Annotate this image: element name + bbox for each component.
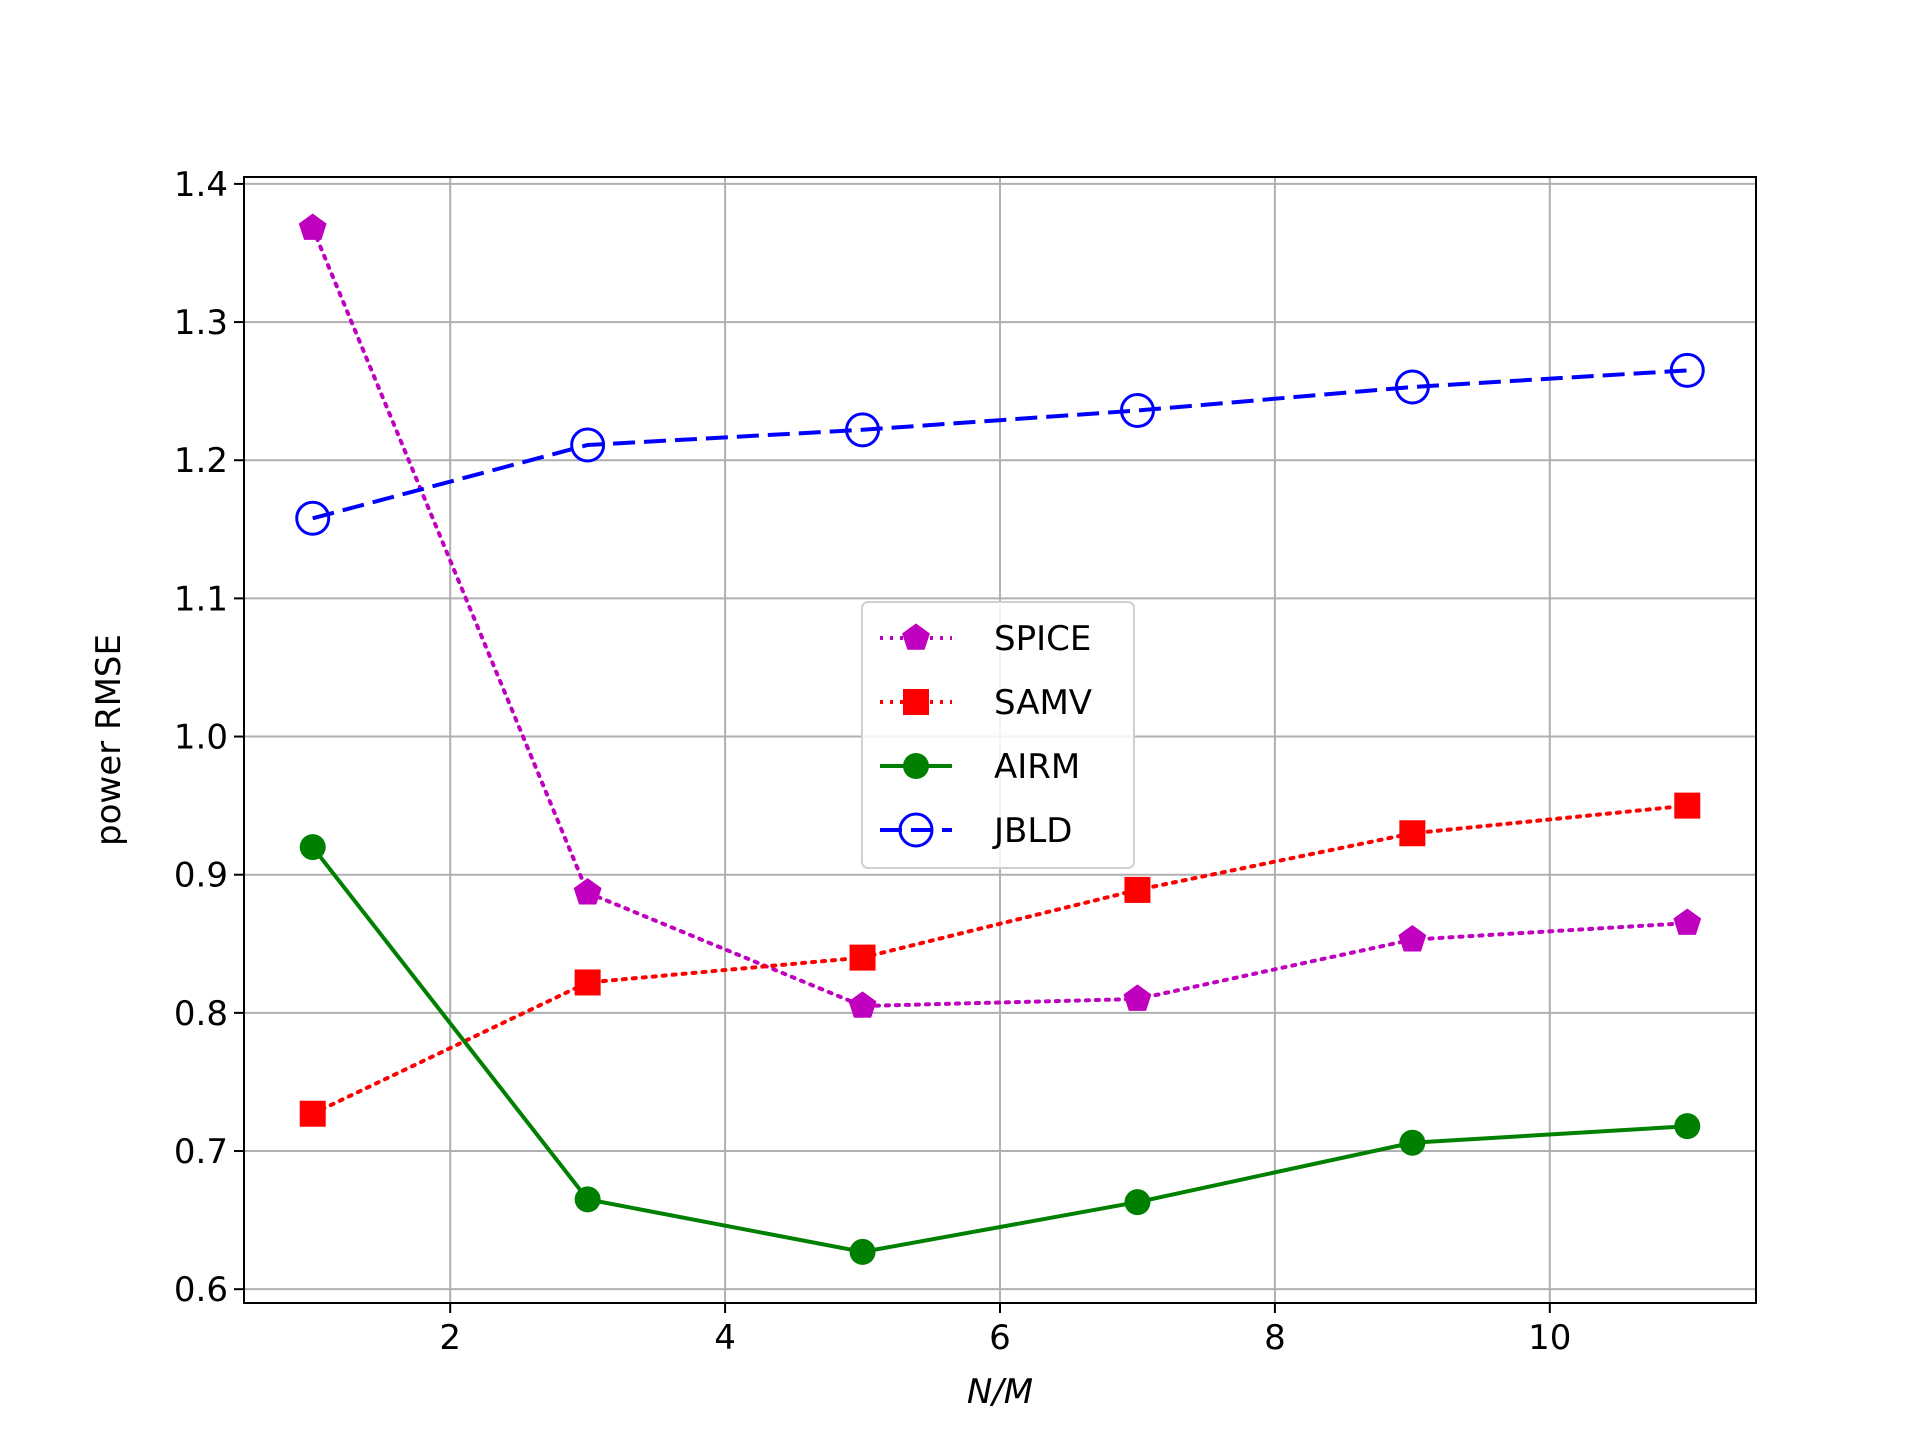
data-point-spice bbox=[1673, 908, 1702, 935]
y-tick-label: 1.0 bbox=[174, 718, 228, 758]
x-tick-label: 8 bbox=[1264, 1318, 1286, 1358]
legend-marker-samv bbox=[903, 689, 929, 715]
data-point-airm bbox=[1674, 1113, 1701, 1140]
series-spice bbox=[298, 213, 1702, 1018]
data-point-samv bbox=[574, 969, 601, 996]
data-point-jbld bbox=[1669, 352, 1705, 388]
x-axis-label: N/M bbox=[967, 1372, 1033, 1412]
data-point-spice bbox=[573, 878, 602, 905]
legend-marker-jbld bbox=[898, 812, 934, 848]
data-point-airm bbox=[574, 1186, 601, 1213]
data-point-spice bbox=[848, 991, 877, 1018]
x-tick-label: 4 bbox=[714, 1318, 736, 1358]
legend-label-samv: SAMV bbox=[994, 683, 1092, 723]
y-tick-label: 0.6 bbox=[174, 1270, 228, 1310]
y-tick-label: 0.7 bbox=[174, 1132, 228, 1172]
ticks: 2 4 6 8 10 0.6 0.7 0.8 0.9 1.0 1.1 1.2 1.3 1.4 bbox=[174, 165, 1572, 1358]
data-point-jbld bbox=[1119, 392, 1155, 428]
data-point-samv bbox=[299, 1100, 326, 1127]
data-point-spice bbox=[298, 213, 327, 240]
legend-marker-airm bbox=[903, 753, 929, 779]
series-line-jbld bbox=[312, 368, 1688, 521]
legend-label-jbld: JBLD bbox=[992, 811, 1072, 851]
series-line-spice bbox=[310, 226, 1690, 1009]
data-point-spice bbox=[1123, 984, 1152, 1011]
legend: SPICE SAMV AIRM JBLD bbox=[861, 601, 1135, 869]
legend-entry-jbld: JBLD bbox=[880, 811, 1072, 851]
series-line-airm bbox=[311, 845, 1688, 1254]
data-point-airm bbox=[1124, 1189, 1151, 1216]
data-point-airm bbox=[849, 1238, 876, 1265]
y-tick-label: 1.2 bbox=[174, 441, 228, 481]
series-samv bbox=[299, 792, 1701, 1127]
x-tick-label: 10 bbox=[1528, 1318, 1571, 1358]
data-point-airm bbox=[1399, 1129, 1426, 1156]
legend-marker-spice bbox=[902, 623, 930, 650]
legend-entry-spice: SPICE bbox=[880, 619, 1091, 659]
legend-entry-airm: AIRM bbox=[880, 747, 1080, 787]
data-point-samv bbox=[849, 944, 876, 971]
data-point-samv bbox=[1399, 820, 1426, 847]
data-point-jbld bbox=[570, 427, 606, 463]
x-tick-label: 2 bbox=[439, 1318, 461, 1358]
series-airm bbox=[299, 834, 1701, 1265]
data-point-samv bbox=[1674, 792, 1701, 819]
legend-box bbox=[861, 601, 1135, 869]
x-tick-label: 6 bbox=[989, 1318, 1011, 1358]
series-layer bbox=[295, 213, 1705, 1265]
y-tick-label: 1.3 bbox=[174, 303, 228, 343]
y-tick-label: 1.1 bbox=[174, 579, 228, 619]
y-tick-label: 0.9 bbox=[174, 856, 228, 896]
legend-entry-samv: SAMV bbox=[880, 683, 1092, 723]
data-point-airm bbox=[299, 834, 326, 861]
y-tick-label: 0.8 bbox=[174, 994, 228, 1034]
series-line-samv bbox=[310, 803, 1690, 1116]
data-point-jbld bbox=[845, 412, 881, 448]
legend-label-airm: AIRM bbox=[994, 747, 1080, 787]
data-point-samv bbox=[1124, 876, 1151, 903]
y-axis-label: power RMSE bbox=[89, 634, 129, 846]
series-jbld bbox=[295, 352, 1705, 536]
data-point-jbld bbox=[1394, 369, 1430, 405]
data-point-spice bbox=[1398, 924, 1427, 952]
legend-label-spice: SPICE bbox=[994, 619, 1091, 659]
data-point-jbld bbox=[295, 500, 331, 536]
y-tick-label: 1.4 bbox=[174, 165, 228, 205]
